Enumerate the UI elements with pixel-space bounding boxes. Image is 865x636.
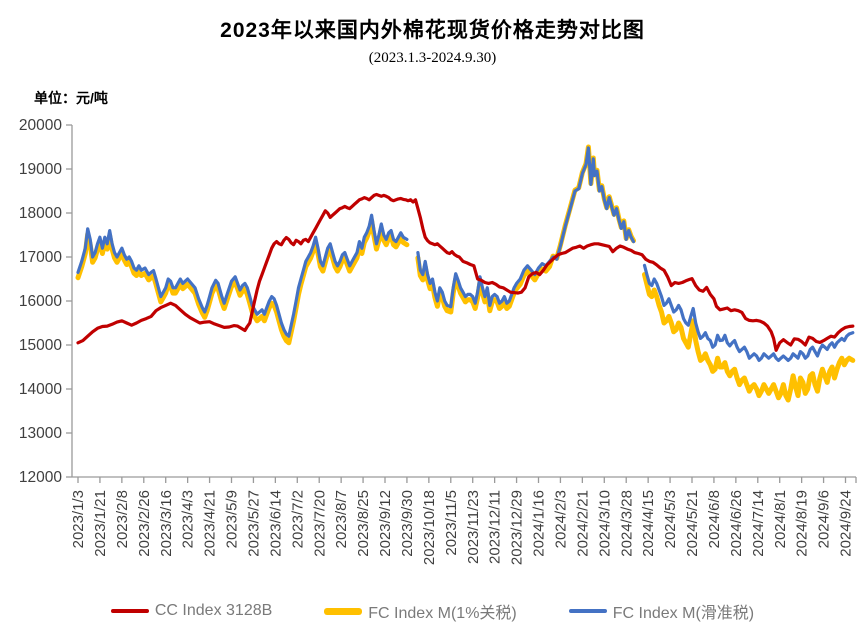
series-line-fc-index-m- [642,263,855,362]
x-tick-label: 2024/4/15 [640,490,657,557]
legend-label-fc-1pct: FC Index M(1%关税) [368,605,517,622]
x-tick-label: 2023/9/12 [377,490,394,557]
x-tick-label: 2024/6/8 [706,490,723,548]
legend-swatch-fc-sliding [568,609,607,613]
x-tick-label: 2023/4/3 [180,490,197,548]
x-tick-label: 2024/7/14 [750,490,767,557]
x-tick-label: 2023/10/18 [421,490,438,565]
series-line-fc-index-m- [76,213,409,338]
x-tick-label: 2024/2/3 [553,490,570,548]
x-tick-label: 2023/7/2 [289,490,306,548]
x-tick-label: 2023/4/21 [202,490,219,557]
x-tick-label: 2024/5/21 [684,490,701,557]
legend-label-fc-sliding: FC Index M(滑准税) [612,605,755,622]
x-tick-label: 2023/8/25 [355,490,372,557]
legend-swatch-cc-index [110,609,149,613]
unit-label: 单位：元/吨 [34,90,108,106]
x-tick-label: 2024/3/10 [596,490,613,557]
y-tick-label: 15000 [19,337,62,354]
y-tick-label: 13000 [19,425,62,442]
chart-legend: CC Index 3128B FC Index M(1%关税) FC Index… [0,599,865,623]
y-tick-label: 14000 [19,381,62,398]
x-tick-label: 2023/2/26 [136,490,153,557]
chart-title: 2023年以来国内外棉花现货价格走势对比图 [220,19,645,42]
chart-plot: 12000 13000 14000 15000 16000 17000 18000 19000… [19,117,857,565]
series-line-fc-index-m-1- [642,272,856,403]
x-tick-label: 2024/1/16 [531,490,548,557]
x-tick-label: 2023/5/9 [224,490,241,548]
x-tick-label: 2023/12/11 [487,490,504,564]
legend-item-cc-index: CC Index 3128B [110,602,273,620]
x-tick-label: 2023/12/29 [509,490,526,565]
chart-subtitle: (2023.1.3-2024.9.30) [368,50,497,66]
x-tick-label: 2024/8/1 [772,490,789,548]
x-tick-label: 2023/7/20 [311,490,328,557]
x-tick-label: 2023/9/30 [399,490,416,557]
legend-item-fc-sliding: FC Index M(滑准税) [568,599,755,623]
y-tick-label: 20000 [19,117,62,134]
x-tick-label: 2023/3/16 [158,490,175,557]
series-line-fc-index-m- [416,146,636,309]
x-tick-label: 2023/1/21 [92,490,109,557]
y-tick-label: 12000 [19,469,62,486]
series-line-fc-index-m-1- [75,218,410,346]
x-tick-label: 2023/11/23 [465,490,482,564]
x-tick-label: 2023/8/7 [333,490,350,548]
y-tick-label: 19000 [19,161,62,178]
x-tick-label: 2024/2/21 [574,490,591,557]
y-tick-label: 18000 [19,205,62,222]
x-tick-label: 2023/6/14 [267,490,284,557]
x-tick-label: 2023/2/8 [114,490,131,548]
x-tick-label: 2023/1/3 [70,490,87,548]
x-tick-label: 2023/11/5 [443,490,460,556]
legend-swatch-fc-1pct [324,607,363,615]
x-tick-label: 2024/9/24 [838,490,855,557]
x-tick-label: 2024/9/6 [816,490,833,548]
x-tick-label: 2024/5/3 [662,490,679,548]
legend-label-cc-index: CC Index 3128B [154,602,273,619]
x-tick-label: 2024/3/28 [618,490,635,557]
y-tick-label: 16000 [19,293,62,310]
x-tick-label: 2024/6/26 [728,490,745,557]
x-tick-label: 2024/8/19 [794,490,811,557]
legend-item-fc-1pct: FC Index M(1%关税) [324,599,517,623]
series-line-cc-index-3128b [76,192,855,352]
y-tick-label: 17000 [19,249,62,266]
x-tick-label: 2023/5/27 [246,490,263,557]
